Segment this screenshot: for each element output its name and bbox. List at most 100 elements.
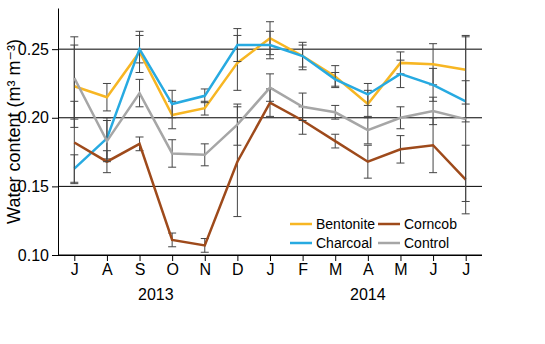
x-tick-label: A: [363, 261, 374, 278]
series-line: [74, 78, 465, 155]
x-tick-mark: [335, 255, 336, 261]
error-bar-cap: [266, 58, 274, 59]
error-bar-cap: [331, 105, 339, 106]
error-bar-cap: [103, 117, 111, 118]
x-tick: F: [298, 255, 308, 278]
legend-swatch: [378, 242, 400, 245]
error-bar-cap: [331, 87, 339, 88]
error-bar-cap: [168, 139, 176, 140]
x-axis: JASONDJFMAMJJ: [58, 255, 482, 278]
error-bar-cap: [299, 45, 307, 46]
x-tick-label: J: [71, 261, 79, 278]
plot-area: [70, 22, 469, 253]
error-bar-cap: [201, 165, 209, 166]
legend-label: Bentonite: [316, 216, 375, 232]
error-bar-cap: [299, 69, 307, 70]
error-bar-cap: [168, 246, 176, 247]
legend-label: Charcoal: [316, 235, 372, 251]
error-bar-cap: [103, 83, 111, 84]
error-bar-cap: [103, 161, 111, 162]
x-tick-mark: [205, 255, 206, 261]
error-bar-cap: [299, 42, 307, 43]
x-tick-label: M: [394, 261, 407, 278]
x-tick-label: F: [298, 261, 308, 278]
x-tick: J: [430, 255, 438, 278]
y-tick-mark: [52, 118, 58, 119]
error-bar-cap: [364, 145, 372, 146]
x-tick-mark: [107, 255, 108, 261]
x-tick-mark: [172, 255, 173, 261]
error-bar-cap: [364, 116, 372, 117]
x-tick-mark: [74, 255, 75, 261]
error-bar-cap: [364, 178, 372, 179]
error-bar-cap: [70, 36, 78, 37]
series: [70, 89, 469, 252]
error-bar-cap: [396, 87, 404, 88]
y-axis-title: Water content (m³ m⁻³): [4, 39, 24, 224]
error-bar-cap: [396, 51, 404, 52]
error-bar-cap: [364, 83, 372, 84]
error-bar-cap: [233, 145, 241, 146]
error-bar-cap: [168, 90, 176, 91]
x-tick: M: [394, 255, 407, 278]
error-bar-cap: [233, 28, 241, 29]
x-tick-mark: [140, 255, 141, 261]
error-bar-cap: [331, 134, 339, 135]
y-tick-mark: [52, 186, 58, 187]
error-bar-cap: [396, 60, 404, 61]
error-bar-cap: [201, 102, 209, 103]
error-bar-cap: [429, 97, 437, 98]
x-tick: M: [329, 255, 342, 278]
error-bar-cap: [331, 86, 339, 87]
error-bar-cap: [462, 213, 470, 214]
error-bar-cap: [299, 93, 307, 94]
error-bar-cap: [168, 128, 176, 129]
error-bar-cap: [266, 73, 274, 74]
x-tick: J: [267, 255, 275, 278]
x-tick-mark: [466, 255, 467, 261]
x-tick-label: J: [430, 261, 438, 278]
error-bar-cap: [266, 21, 274, 22]
error-bar-cap: [201, 115, 209, 116]
error-bar-cap: [331, 147, 339, 148]
error-bar-cap: [233, 90, 241, 91]
x-group-label: 2013: [138, 286, 174, 303]
x-tick-label: M: [329, 261, 342, 278]
legend: Bentonite Charcoal Corncob Control: [290, 216, 457, 251]
error-bar-cap: [429, 68, 437, 69]
error-bar-cap: [201, 143, 209, 144]
error-bar-cap: [429, 172, 437, 173]
error-bar-cap: [70, 119, 78, 120]
y-tick-mark: [52, 255, 58, 256]
error-bar-cap: [103, 110, 111, 111]
x-tick-mark: [400, 255, 401, 261]
error-bar-cap: [429, 43, 437, 44]
error-bar-cap: [233, 104, 241, 105]
error-bar-cap: [103, 172, 111, 173]
legend-swatch: [290, 242, 312, 245]
error-bar-cap: [299, 134, 307, 135]
x-tick-label: N: [199, 261, 211, 278]
error-bar-cap: [136, 62, 144, 63]
error-bar-cap: [136, 79, 144, 80]
error-bar-cap: [429, 124, 437, 125]
error-bar-cap: [266, 101, 274, 102]
error-bar-cap: [331, 65, 339, 66]
x-tick: J: [462, 255, 470, 278]
legend-label: Corncob: [404, 216, 457, 232]
series-line: [74, 45, 465, 169]
grid-line: [58, 186, 482, 187]
x-tick: S: [135, 255, 146, 278]
error-bar-cap: [396, 106, 404, 107]
y-tick-label: 0.10: [18, 247, 49, 264]
error-bar-cap: [331, 72, 339, 73]
legend-item: Control: [378, 235, 449, 251]
x-tick: N: [199, 255, 211, 278]
error-bar-cap: [103, 120, 111, 121]
x-tick: A: [102, 255, 113, 278]
x-tick-label: D: [232, 261, 244, 278]
error-bar-cap: [136, 136, 144, 137]
x-tick-mark: [368, 255, 369, 261]
error-bar-cap: [201, 252, 209, 253]
y-tick-mark: [52, 49, 58, 50]
